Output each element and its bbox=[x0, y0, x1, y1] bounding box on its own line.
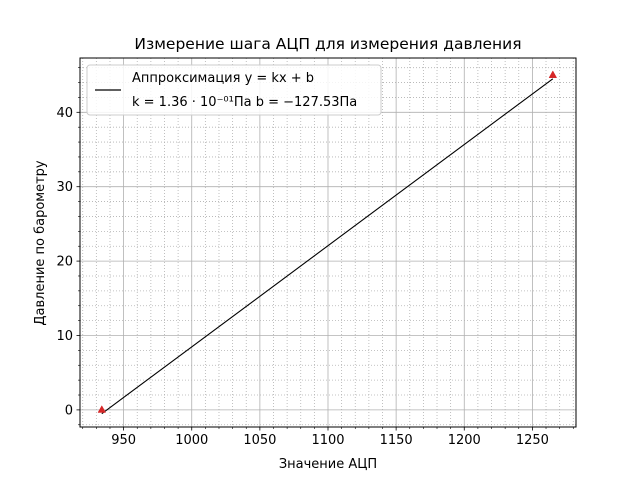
legend: Аппроксимация y = kx + b k = 1.36 · 10⁻⁰… bbox=[86, 64, 382, 116]
y-tick-label: 30 bbox=[56, 180, 73, 195]
y-tick-label: 40 bbox=[56, 106, 73, 121]
y-tick-label: 20 bbox=[56, 255, 73, 270]
x-tick-label: 1100 bbox=[311, 433, 344, 448]
legend-entry-line1: Аппроксимация y = kx + b bbox=[132, 71, 314, 86]
chart-title: Измерение шага АЦП для измерения давлени… bbox=[134, 35, 521, 53]
x-tick-label: 1050 bbox=[243, 433, 276, 448]
y-tick-label: 10 bbox=[56, 329, 73, 344]
legend-box bbox=[86, 64, 382, 116]
major-grid bbox=[80, 58, 576, 427]
x-tick-label: 1000 bbox=[175, 433, 208, 448]
tick-labels: 950 1000 1050 1100 1150 1200 1250 0 10 20 30 40 bbox=[56, 106, 548, 448]
x-axis-label: Значение АЦП bbox=[279, 457, 377, 472]
y-axis-label: Давление по барометру bbox=[33, 160, 48, 326]
data-point-marker bbox=[548, 70, 558, 78]
legend-entry-line2: k = 1.36 · 10⁻⁰¹Па b = −127.53Па bbox=[132, 95, 357, 110]
x-tick-label: 1200 bbox=[448, 433, 481, 448]
x-tick-label: 1250 bbox=[516, 433, 549, 448]
data-point-marker bbox=[97, 405, 107, 413]
axis-ticks bbox=[76, 67, 574, 431]
fit-line bbox=[101, 78, 554, 415]
y-tick-label: 0 bbox=[65, 403, 73, 418]
series-layer bbox=[97, 70, 558, 415]
x-tick-label: 950 bbox=[111, 433, 136, 448]
x-tick-label: 1150 bbox=[380, 433, 413, 448]
